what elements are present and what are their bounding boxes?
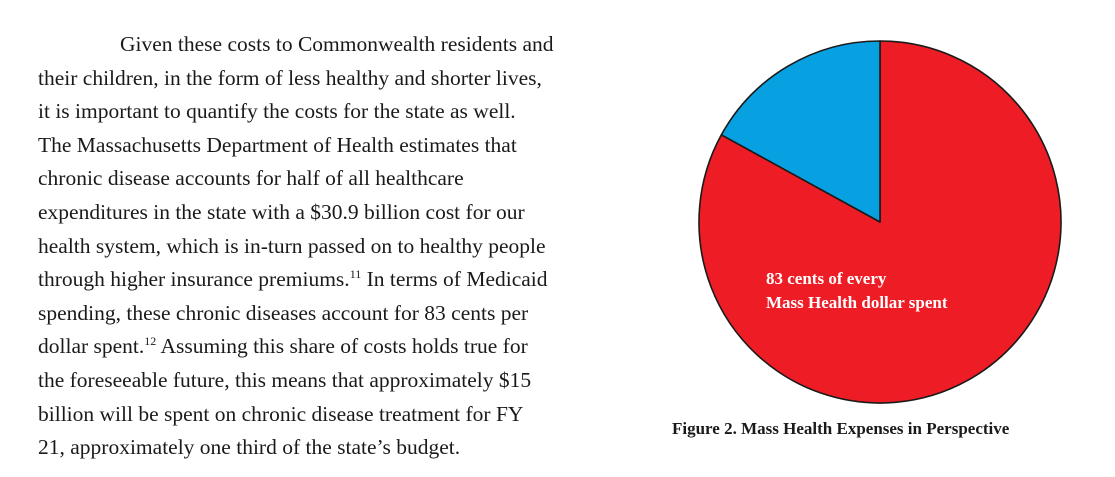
paragraph-line: through higher insurance premiums.11 In … [38,263,638,297]
pie-annotation-line-1: 83 cents of every [766,269,887,288]
line-text: In terms of Medicaid [361,267,548,292]
footnote-ref-12[interactable]: 12 [144,334,157,349]
line-text: dollar spent. [38,334,145,359]
paragraph-line: Given these costs to Commonwealth reside… [120,32,554,56]
pie-slice-1 [720,40,881,223]
pie-chart [698,40,1062,404]
line-text: Assuming this share of costs holds true … [156,334,528,359]
body-paragraph: Given these costs to Commonwealth reside… [38,28,638,465]
figure-caption: Figure 2. Mass Health Expenses in Perspe… [672,419,1010,438]
paragraph-line: 21, approximately one third of the state… [38,435,461,460]
pie-annotation: 83 cents of every Mass Health dollar spe… [766,267,948,315]
paragraph-line: expenditures in the state with a $30.9 b… [38,199,525,224]
paragraph-line: the foreseeable future, this means that … [38,367,532,392]
paragraph-line: health system, which is in-turn passed o… [38,233,546,258]
footnote-ref-11[interactable]: 11 [349,267,362,282]
paragraph-line: chronic disease accounts for half of all… [38,166,464,191]
paragraph-line: spending, these chronic diseases account… [38,300,529,325]
paragraph-line: billion will be spent on chronic disease… [38,401,524,426]
pie-annotation-line-2: Mass Health dollar spent [766,293,948,312]
paragraph-line: their children, in the form of less heal… [38,65,542,90]
line-text: through higher insurance premiums. [38,267,350,292]
paragraph-line: dollar spent.12 Assuming this share of c… [38,330,638,364]
figure-2: 83 cents of every Mass Health dollar spe… [640,0,1115,477]
paragraph-line: The Massachusetts Department of Health e… [38,132,517,157]
paragraph-line: it is important to quantify the costs fo… [38,99,516,124]
